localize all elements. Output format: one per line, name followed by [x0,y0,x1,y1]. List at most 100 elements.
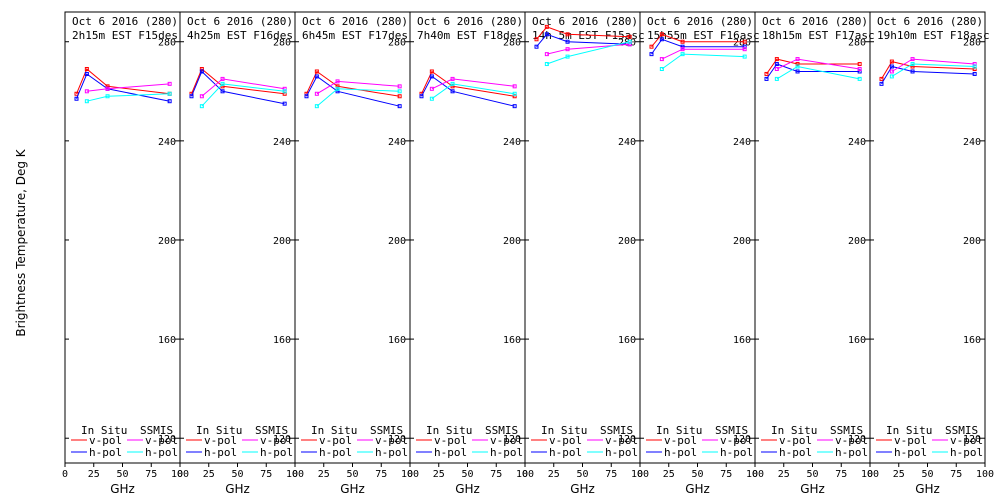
legend-label: h-pol [204,446,237,459]
data-point [680,47,685,52]
panel-title-line1: Oct 6 2016 (280) [417,15,523,28]
panel-title-line1: Oct 6 2016 (280) [532,15,638,28]
data-point [544,62,549,67]
x-tick-label: 0 [752,469,758,480]
x-axis-label: GHz [570,482,595,496]
y-tick-label: 240 [158,137,176,148]
data-point [972,66,977,71]
data-point [910,57,915,62]
legend-in-situ-header: In Situ [886,424,932,437]
legend-label: h-pol [260,446,293,459]
legend-label: h-pol [549,446,582,459]
legend-label: v-pol [720,434,753,447]
panel-title-line1: Oct 6 2016 (280) [187,15,293,28]
y-tick-label: 120 [618,434,636,445]
data-point [889,69,894,74]
y-tick-label: 240 [733,137,751,148]
data-point [512,104,517,109]
data-point [84,89,89,94]
data-point [857,62,862,67]
data-point [199,66,204,71]
series-line-1 [421,70,515,97]
y-tick-label: 240 [618,137,636,148]
data-point [282,89,287,94]
data-point [450,89,455,94]
data-point [774,76,779,81]
panel-title-line1: Oct 6 2016 (280) [647,15,753,28]
data-point [764,76,769,81]
data-point [429,74,434,79]
panel-3: Oct 6 2016 (280)6h45m EST F17des 120 160 20… [292,11,419,496]
legend-label: h-pol [434,446,467,459]
y-tick-label: 160 [963,335,981,346]
legend-ssmis-header: SSMIS [945,424,978,437]
data-point [627,42,632,47]
x-axis-label: GHz [915,482,940,496]
x-axis-label: GHz [340,482,365,496]
data-point [659,37,664,42]
y-tick-label: 240 [273,137,291,148]
x-tick-label: 25 [778,469,790,480]
x-tick-label: 50 [231,469,243,480]
x-axis-label: GHz [455,482,480,496]
x-tick-label: 0 [867,469,873,480]
data-point [282,101,287,106]
panel-title-line2: 18h15m EST F17asc [762,29,875,42]
data-point [429,96,434,101]
legend-in-situ-header: In Situ [426,424,472,437]
series-line-2 [306,75,400,107]
data-point [649,52,654,57]
series-line-3 [661,48,745,60]
data-point [74,96,79,101]
data-point [314,104,319,109]
series-line-3 [891,58,975,72]
data-point [544,52,549,57]
x-tick-label: 25 [433,469,445,480]
data-point [105,86,110,91]
x-tick-label: 75 [490,469,502,480]
x-tick-label: 50 [576,469,588,480]
y-tick-label: 280 [963,38,981,49]
x-tick-label: 0 [292,469,298,480]
y-tick-label: 160 [388,335,406,346]
data-point [84,66,89,71]
series-line-3 [431,78,515,90]
y-tick-label: 160 [848,335,866,346]
series-line-1 [191,68,285,95]
y-tick-label: 160 [503,335,521,346]
data-point [450,81,455,86]
legend-label: v-pol [434,434,467,447]
legend-label: h-pol [720,446,753,459]
data-point [429,86,434,91]
panel-title-line1: Oct 6 2016 (280) [302,15,408,28]
data-point [565,32,570,37]
y-tick-label: 280 [848,38,866,49]
data-point [680,44,685,49]
series-line-2 [881,65,975,85]
x-tick-label: 75 [605,469,617,480]
legend-label: v-pol [894,434,927,447]
legend-label: h-pol [490,446,523,459]
legend-in-situ-header: In Situ [196,424,242,437]
data-point [680,52,685,57]
data-point [397,104,402,109]
x-tick-label: 75 [720,469,732,480]
x-tick-label: 0 [522,469,528,480]
data-point [105,84,110,89]
data-point [889,64,894,69]
data-point [534,44,539,49]
series-line-1 [651,33,745,48]
data-point [565,39,570,44]
x-tick-label: 100 [171,469,189,480]
data-point [534,37,539,42]
panel-8: Oct 6 2016 (280)19h10m EST F18asc 120 160 2… [867,11,994,496]
y-tick-label: 160 [158,335,176,346]
y-tick-label: 160 [618,335,636,346]
y-tick-label: 160 [733,335,751,346]
data-point [282,91,287,96]
y-tick-label: 120 [733,434,751,445]
